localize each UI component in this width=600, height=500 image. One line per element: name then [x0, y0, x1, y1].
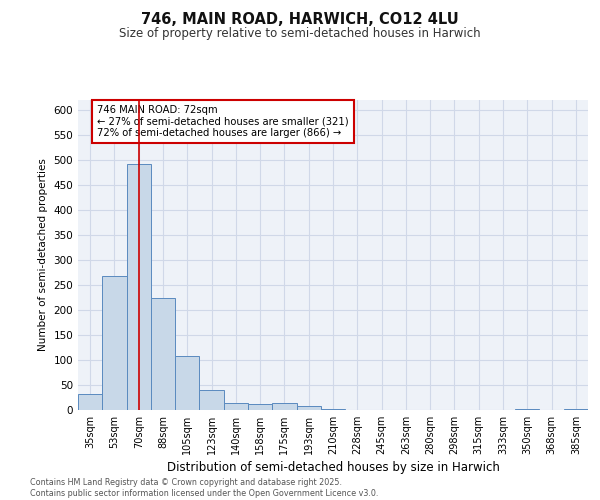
Bar	[272, 403, 296, 410]
Text: 746 MAIN ROAD: 72sqm
← 27% of semi-detached houses are smaller (321)
72% of semi: 746 MAIN ROAD: 72sqm ← 27% of semi-detac…	[97, 105, 349, 138]
Bar	[248, 404, 272, 410]
Text: Size of property relative to semi-detached houses in Harwich: Size of property relative to semi-detach…	[119, 28, 481, 40]
Bar	[515, 408, 539, 410]
Bar	[199, 390, 224, 410]
Bar	[102, 276, 127, 410]
Bar	[321, 409, 345, 410]
Text: Contains HM Land Registry data © Crown copyright and database right 2025.
Contai: Contains HM Land Registry data © Crown c…	[30, 478, 379, 498]
Y-axis label: Number of semi-detached properties: Number of semi-detached properties	[38, 158, 48, 352]
Bar	[175, 356, 199, 410]
Bar	[151, 298, 175, 410]
X-axis label: Distribution of semi-detached houses by size in Harwich: Distribution of semi-detached houses by …	[167, 461, 499, 474]
Bar	[564, 408, 588, 410]
Text: 746, MAIN ROAD, HARWICH, CO12 4LU: 746, MAIN ROAD, HARWICH, CO12 4LU	[141, 12, 459, 28]
Bar	[224, 402, 248, 410]
Bar	[127, 164, 151, 410]
Bar	[296, 406, 321, 410]
Bar	[78, 394, 102, 410]
